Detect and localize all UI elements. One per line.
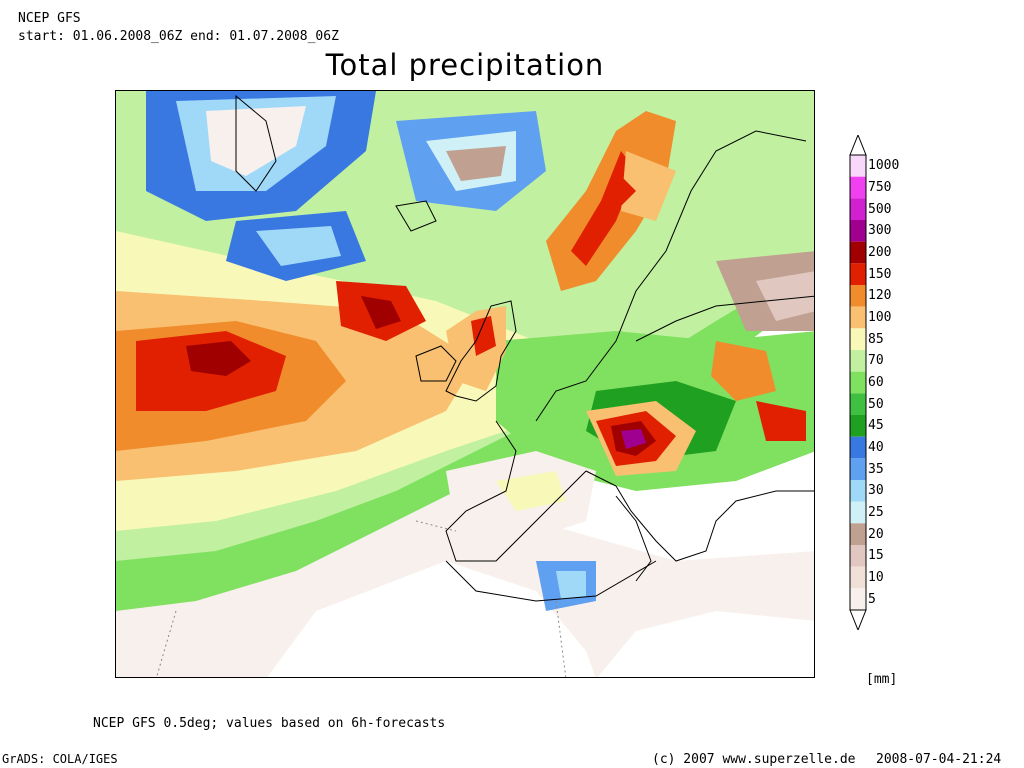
legend-label-10: 10 — [868, 569, 884, 585]
legend-swatch-50 — [850, 393, 866, 415]
legend-label-300: 300 — [868, 223, 892, 239]
map-title: Total precipitation — [325, 48, 605, 82]
precipitation-map — [115, 90, 815, 678]
legend-label-40: 40 — [868, 439, 884, 455]
legend-swatch-45 — [850, 415, 866, 437]
legend-label-200: 200 — [868, 244, 892, 260]
legend-swatch-200 — [850, 241, 866, 264]
legend-swatch-30 — [850, 480, 866, 502]
legend-swatch-60 — [850, 371, 866, 394]
legend-swatch-5 — [850, 588, 866, 610]
copyright-text: (c) 2007 www.superzelle.de — [652, 752, 856, 767]
legend-swatch-40 — [850, 436, 866, 459]
legend-swatch-1000 — [850, 155, 866, 177]
legend-swatch-15 — [850, 545, 866, 567]
legend-label-25: 25 — [868, 504, 884, 520]
legend-unit: [mm] — [866, 672, 898, 687]
legend-swatch-20 — [850, 523, 866, 545]
legend-label-30: 30 — [868, 483, 884, 499]
legend-label-60: 60 — [868, 374, 884, 390]
model-label: NCEP GFS — [18, 11, 81, 26]
legend-swatch-10 — [850, 566, 866, 589]
legend-label-750: 750 — [868, 179, 892, 195]
map-canvas — [116, 91, 814, 677]
legend-label-20: 20 — [868, 526, 884, 542]
legend-swatch-120 — [850, 285, 866, 307]
legend-label-35: 35 — [868, 461, 884, 477]
legend-label-5: 5 — [868, 591, 876, 607]
period-label: start: 01.06.2008_06Z end: 01.07.2008_06… — [18, 29, 339, 44]
legend-label-70: 70 — [868, 353, 884, 369]
legend-swatch-750 — [850, 176, 866, 199]
legend-label-45: 45 — [868, 418, 884, 434]
legend-swatch-500 — [850, 198, 866, 220]
legend-frame — [849, 154, 867, 611]
legend-swatch-35 — [850, 458, 866, 480]
data-note: NCEP GFS 0.5deg; values based on 6h-fore… — [93, 716, 446, 731]
legend-swatch-25 — [850, 501, 866, 524]
legend-swatch-70 — [850, 350, 866, 372]
legend-swatch-150 — [850, 263, 866, 285]
legend-label-15: 15 — [868, 548, 884, 564]
legend-label-85: 85 — [868, 331, 884, 347]
legend-swatch-100 — [850, 306, 866, 329]
legend-label-100: 100 — [868, 309, 892, 325]
legend-label-1000: 1000 — [868, 158, 900, 174]
timestamp-text: 2008-07-04-21:24 — [876, 752, 1002, 767]
color-scale-legend — [849, 135, 867, 630]
software-credit: GrADS: COLA/IGES — [2, 752, 118, 766]
legend-swatch-85 — [850, 328, 866, 350]
legend-label-120: 120 — [868, 288, 892, 304]
legend-bottom-arrow — [849, 609, 867, 630]
legend-label-50: 50 — [868, 396, 884, 412]
legend-top-arrow — [849, 135, 867, 156]
legend-swatch-300 — [850, 220, 866, 242]
legend-label-500: 500 — [868, 201, 892, 217]
legend-label-150: 150 — [868, 266, 892, 282]
